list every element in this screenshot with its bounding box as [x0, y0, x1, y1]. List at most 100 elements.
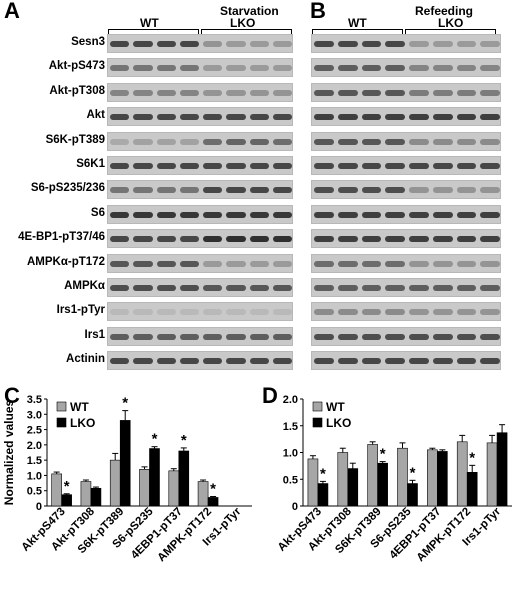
- y-tick-label: 2.5: [27, 425, 42, 437]
- panel-letter-c: C: [4, 383, 20, 408]
- blot-band: [203, 333, 223, 340]
- blot-strip-b: [311, 204, 501, 224]
- blot-band: [249, 114, 269, 121]
- blot-band: [133, 89, 153, 96]
- blot-band: [337, 187, 358, 194]
- blot-band: [385, 358, 405, 365]
- blot-band: [361, 89, 382, 96]
- blot-band: [249, 187, 269, 194]
- y-tick-label: 1.5: [283, 421, 298, 433]
- blot-band: [385, 211, 405, 218]
- group-label-b-wt: WT: [348, 16, 367, 30]
- blot-band: [156, 187, 176, 194]
- blot-band: [110, 285, 130, 291]
- blot-band: [456, 41, 477, 47]
- blot-band: [156, 138, 176, 145]
- blot-band: [409, 163, 429, 169]
- blot-band: [179, 285, 199, 291]
- bar-wt: [139, 469, 150, 507]
- blot-band: [337, 260, 358, 267]
- blot-band: [314, 41, 334, 47]
- bar-wt: [456, 441, 468, 507]
- bar-lko: [347, 468, 359, 507]
- bar-lko: [317, 483, 329, 507]
- blot-strip-a: [107, 180, 293, 200]
- blot-band: [249, 236, 269, 243]
- blot-strip-a: [107, 156, 293, 175]
- blot-band: [272, 285, 292, 291]
- blot-band: [480, 236, 500, 243]
- significance-star: *: [410, 464, 416, 481]
- blot-strip-a: [107, 253, 293, 273]
- blot-band: [480, 65, 500, 72]
- blot-band: [226, 163, 246, 169]
- blot-strip-b: [311, 58, 501, 78]
- blot-band: [249, 260, 269, 267]
- legend-swatch-lko: [56, 417, 67, 428]
- blot-band: [385, 309, 405, 316]
- blot-label: S6-pS235/236: [30, 182, 105, 195]
- blot-band: [432, 163, 453, 169]
- blot-band: [203, 236, 223, 243]
- blot-band: [314, 358, 334, 365]
- blot-band: [480, 138, 500, 145]
- blot-band: [249, 358, 269, 365]
- blot-band: [133, 65, 153, 72]
- blot-band: [272, 187, 292, 194]
- blot-strip-a: [107, 82, 293, 102]
- blot-strip-a: [107, 58, 293, 78]
- blot-band: [156, 309, 176, 316]
- blot-band: [480, 89, 500, 96]
- blot-band: [272, 163, 292, 169]
- blot-strip-a: [107, 351, 293, 371]
- legend-label-lko: LKO: [326, 416, 351, 430]
- bar-lko: [407, 483, 418, 507]
- blot-band: [480, 187, 500, 194]
- blot-band: [480, 285, 500, 291]
- legend-label-wt: WT: [70, 400, 89, 414]
- blot-band: [385, 163, 405, 169]
- blot-label: AMPKα: [64, 280, 105, 292]
- blot-band: [361, 187, 382, 194]
- blot-band: [409, 138, 429, 145]
- blot-band: [480, 211, 500, 218]
- blot-band: [226, 285, 246, 291]
- blot-band: [133, 333, 153, 340]
- blot-band: [133, 236, 153, 243]
- blot-strip-b: [311, 131, 501, 151]
- bar-lko: [90, 487, 102, 507]
- blot-band: [156, 333, 176, 340]
- blot-band: [385, 65, 405, 72]
- blot-band: [385, 89, 405, 96]
- blot-band: [133, 211, 153, 218]
- blot-band: [480, 41, 500, 47]
- blot-label: S6K-pT389: [45, 133, 105, 146]
- blot-band: [337, 333, 358, 340]
- blot-band: [179, 309, 199, 316]
- y-tick-label: 1.0: [27, 470, 42, 482]
- blot-label: Sesn3: [71, 36, 105, 48]
- bar-wt: [109, 459, 121, 507]
- blot-band: [249, 163, 269, 169]
- y-tick-label: 1.0: [283, 448, 298, 460]
- bar-wt: [197, 481, 209, 507]
- blot-strip-a: [107, 131, 293, 151]
- y-tick-label: 0.5: [283, 474, 298, 486]
- blot-band: [133, 138, 153, 145]
- blot-band: [133, 285, 153, 291]
- blot-band: [272, 309, 292, 316]
- blot-band: [272, 89, 292, 96]
- blot-band: [272, 41, 292, 47]
- blot-strip-b: [311, 351, 501, 371]
- blot-band: [314, 285, 334, 291]
- blot-band: [314, 309, 334, 316]
- blot-band: [409, 187, 429, 194]
- bar-wt: [486, 442, 498, 507]
- blot-band: [480, 163, 500, 169]
- blot-band: [337, 163, 358, 169]
- blot-band: [361, 41, 382, 47]
- blot-band: [133, 114, 153, 121]
- blot-band: [179, 260, 199, 267]
- blot-band: [480, 333, 500, 340]
- group-label-a-lko: LKO: [230, 16, 256, 30]
